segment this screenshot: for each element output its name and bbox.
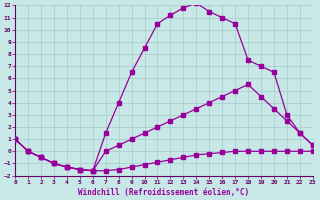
X-axis label: Windchill (Refroidissement éolien,°C): Windchill (Refroidissement éolien,°C) xyxy=(78,188,250,197)
